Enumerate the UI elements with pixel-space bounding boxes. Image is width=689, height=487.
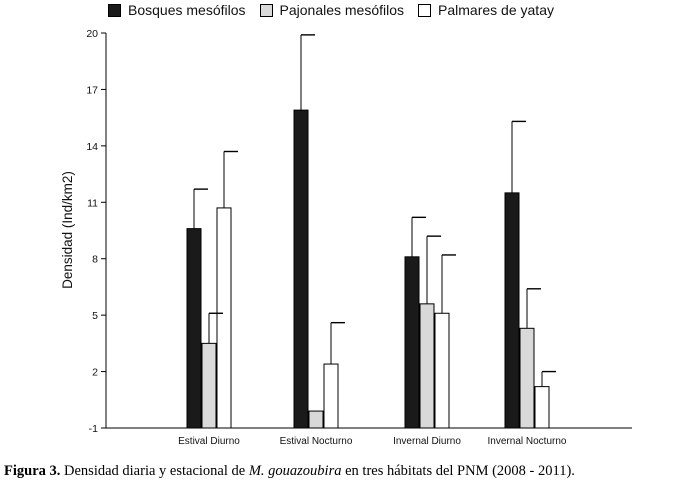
legend-label-pajonales: Pajonales mesófilos	[279, 2, 405, 18]
y-tick-label: 17	[86, 84, 98, 96]
bar	[404, 256, 420, 429]
legend-swatch-palmares	[418, 3, 432, 17]
caption-text-before: Densidad diaria y estacional de	[60, 463, 249, 479]
axes	[105, 33, 632, 429]
y-tick-label: 8	[92, 254, 98, 266]
y-tick-label: 5	[92, 310, 98, 322]
legend-item-bosques: Bosques mesófilos	[108, 2, 246, 18]
y-tick-label: 2	[92, 367, 98, 379]
legend-label-palmares: Palmares de yatay	[438, 2, 554, 18]
error-bars	[193, 34, 556, 387]
y-tick-label: 11	[87, 197, 98, 209]
bar	[519, 327, 535, 429]
caption-species: M. gouazoubira	[248, 463, 342, 479]
x-tick-label: Estival Nocturno	[280, 436, 353, 447]
bar	[216, 207, 232, 429]
y-tick-label: 20	[86, 28, 98, 40]
x-tick-label: Estival Diurno	[178, 436, 240, 447]
bars	[186, 109, 550, 429]
legend-swatch-bosques	[108, 3, 121, 17]
x-tick-label: Invernal Nocturno	[488, 436, 567, 447]
y-tick-label: -1	[89, 423, 98, 435]
bar	[434, 312, 450, 429]
bar	[308, 410, 324, 429]
legend-label-bosques: Bosques mesófilos	[128, 2, 246, 18]
y-tick-label: 14	[86, 141, 98, 153]
bar	[323, 363, 339, 429]
y-axis-label: Densidad (Ind/km2)	[60, 171, 75, 289]
y-ticks: -1 2 5 8 11 14 17 20	[86, 28, 106, 435]
bar	[534, 386, 550, 429]
bar	[419, 303, 435, 429]
x-tick-labels: Estival Diurno Estival Nocturno Invernal D…	[178, 436, 567, 447]
bar	[201, 342, 217, 429]
figure-caption: Figura 3. Densidad diaria y estacional d…	[4, 463, 575, 480]
legend: Bosques mesófilos Pajonales mesófilos Pa…	[108, 2, 568, 18]
bar	[504, 192, 520, 429]
legend-item-palmares: Palmares de yatay	[418, 2, 554, 18]
caption-label: Figura 3.	[4, 463, 61, 479]
bar	[186, 228, 202, 429]
legend-swatch-pajonales	[259, 3, 273, 17]
legend-item-pajonales: Pajonales mesófilos	[259, 2, 405, 18]
bar	[293, 109, 309, 429]
x-tick-label: Invernal Diurno	[393, 436, 461, 447]
caption-text-after: en tres hábitats del PNM (2008 - 2011).	[341, 463, 575, 479]
